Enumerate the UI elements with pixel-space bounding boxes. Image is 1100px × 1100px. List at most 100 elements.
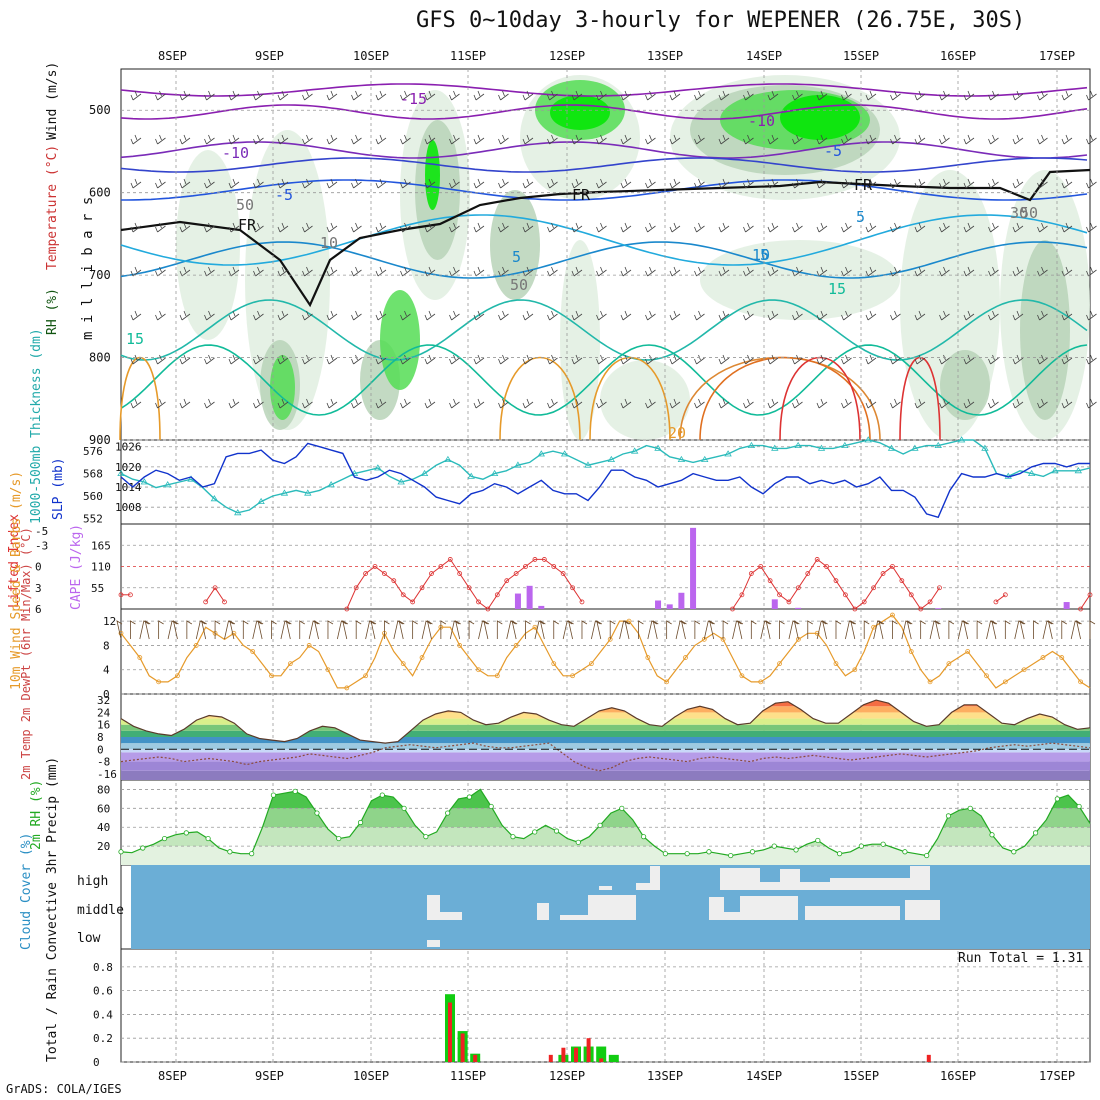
wind-barb (130, 310, 142, 321)
cape-bar (538, 605, 545, 609)
wind-barb (253, 310, 264, 321)
wind-barb-10m (976, 620, 983, 639)
wind-barb (743, 354, 754, 365)
bottom-date-label: 12SEP (549, 1069, 585, 1083)
wind-barb-10m (412, 620, 418, 639)
wind-barb (939, 90, 950, 101)
ua-ylabel: m i l l i b a r s (80, 197, 96, 340)
wind-barb (424, 178, 436, 189)
wind-barb (424, 134, 436, 145)
cape-bar (771, 599, 778, 609)
wind-barb (302, 222, 313, 233)
wind-barb (277, 398, 289, 409)
wind-barb (400, 398, 411, 409)
wind-barb-10m (449, 620, 460, 640)
wind-barb (204, 310, 215, 321)
wind-barb (767, 178, 779, 189)
rh-2m-point (270, 792, 277, 798)
temp-band-11 (121, 700, 1090, 707)
wind-barb (130, 222, 142, 233)
thickness-marker (607, 455, 616, 462)
rh-shade-13 (560, 240, 600, 440)
wind-barb (865, 222, 877, 233)
bottom-date-label: 10SEP (353, 1069, 389, 1083)
wind-barb (302, 178, 313, 189)
wind-barb (424, 90, 436, 101)
wind-barb-10m (421, 620, 432, 640)
rh-2m-point (488, 803, 494, 810)
rh-2m-point (684, 851, 690, 857)
wind-barb (792, 354, 803, 365)
wind-barb (400, 90, 411, 101)
lifted-index-point (212, 585, 218, 591)
rh-tick-label: 40 (97, 821, 110, 834)
thickness-marker (1027, 469, 1036, 476)
wind-barb (473, 90, 485, 101)
wind-barb-10m (821, 620, 828, 640)
wind-barb (865, 90, 877, 101)
wind-barb (571, 222, 583, 233)
wind-barb-10m (666, 620, 672, 639)
wind-barb (522, 178, 534, 189)
panel-frame-ws (120, 608, 1091, 695)
wind-barb (277, 222, 289, 233)
wind-barb-10m (581, 620, 588, 639)
rh-2m-point (336, 835, 342, 842)
contour-label: -5 (824, 142, 842, 160)
wind-barb-10m (845, 620, 855, 640)
wind-barb (326, 90, 338, 101)
wind-speed-point (231, 630, 237, 636)
wind-barb (914, 222, 926, 233)
bottom-date-label: 14SEP (746, 1069, 782, 1083)
wind-barb (473, 222, 485, 233)
wind-barb (277, 90, 289, 101)
cape-bar (795, 607, 802, 609)
rh-shade-5 (380, 290, 420, 390)
rh-2m-point (510, 834, 516, 840)
wind-side-label: Wind (m/s) (45, 62, 60, 140)
lifted-index-point (861, 599, 867, 605)
cloud-block-3 (537, 903, 549, 920)
contour-label: 30 (1010, 204, 1028, 222)
wind-speed-point (363, 673, 369, 679)
wind-barb (155, 310, 166, 321)
rh-2m-point (945, 813, 952, 819)
temp-band-4 (121, 743, 1090, 750)
rh-2m-point (161, 835, 168, 842)
lifted-index-point (730, 606, 735, 612)
rh-side-label: RH (%) (45, 288, 60, 335)
lifted-index-point (880, 571, 886, 576)
wind-barb (914, 178, 926, 189)
thickness-marker (514, 461, 522, 468)
wind-barb-10m (906, 620, 913, 640)
lifted-index-point (570, 585, 575, 591)
rh-2m-point (858, 843, 864, 849)
wind-barb-10m (929, 620, 940, 640)
wind-barb (841, 354, 852, 365)
thickness-marker (841, 441, 849, 448)
wind-barb (988, 222, 999, 233)
thickness-marker (304, 489, 312, 496)
isotherm-line-7 (120, 299, 1088, 361)
wind-barb (743, 90, 754, 101)
rh-2m-point (227, 849, 233, 855)
wind-barb (130, 134, 142, 145)
rh-shade-0 (176, 150, 240, 340)
wind-barb (645, 310, 656, 321)
lifted-index-point (382, 571, 387, 576)
wind-barb (767, 310, 779, 321)
wind-barb (375, 266, 387, 277)
wind-barb (718, 222, 730, 233)
temp-tick-label: 32 (97, 694, 110, 707)
wind-barb (498, 310, 509, 321)
wind-speed-point (833, 661, 839, 667)
rh-band-4 (121, 789, 1090, 790)
bottom-date-label: 16SEP (940, 1069, 976, 1083)
lifted-index-line (995, 594, 1006, 603)
lifted-index-point (447, 557, 453, 562)
thickness-tick-label: 568 (83, 468, 103, 481)
wind-barb-10m (703, 620, 714, 640)
wind-barb (620, 134, 632, 145)
wind-barb (841, 310, 852, 321)
top-date-label: 13SEP (647, 49, 683, 63)
